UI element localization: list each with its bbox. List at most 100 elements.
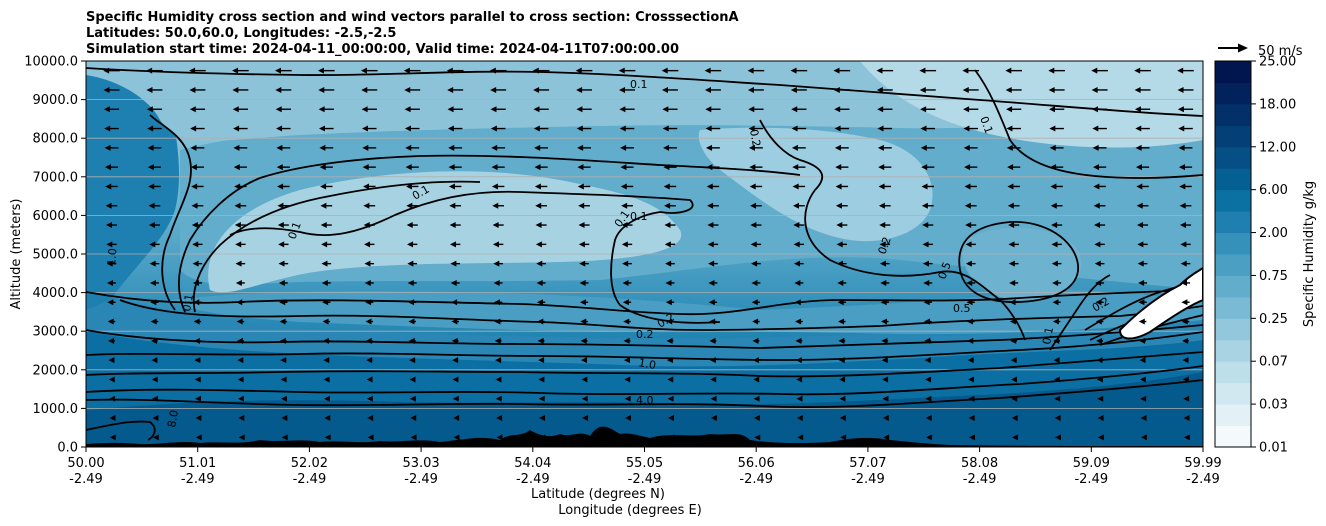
colorbar-segment: [1215, 103, 1251, 126]
y-tick-label: 2000.0: [33, 363, 79, 378]
wind-vector: [453, 415, 460, 422]
wind-vector: [748, 125, 764, 132]
wind-vector: [1183, 434, 1190, 441]
x-tick-label-latitude: 57.07: [849, 456, 886, 471]
wind-vector: [1178, 164, 1193, 171]
colorbar: 0.01 0.03 0.07 0.25 0.75 2.00 6.00 12.00 18.00 25…: [1215, 55, 1296, 456]
y-tick-label: 0.0: [57, 441, 78, 456]
wind-vector: [409, 395, 416, 402]
wind-vector: [581, 395, 588, 402]
wind-vector: [963, 106, 979, 113]
wind-vector: [1179, 222, 1192, 229]
wind-vector: [105, 202, 118, 209]
wind-vector: [1135, 164, 1150, 171]
wind-vector: [233, 125, 248, 132]
wind-vector: [104, 144, 119, 151]
wind-vector: [453, 434, 460, 441]
wind-vector: [408, 299, 417, 306]
colorbar-tick-label: 6.00: [1259, 183, 1288, 198]
wind-vector: [582, 415, 589, 422]
x-tick-label-latitude: 51.01: [179, 456, 216, 471]
wind-vector: [793, 222, 805, 229]
wind-vector: [1137, 241, 1148, 248]
wind-vector: [1134, 86, 1151, 93]
wind-vector: [321, 260, 332, 267]
wind-vector: [535, 222, 547, 229]
colorbar-tick-label: 18.00: [1259, 97, 1296, 112]
wind-vector: [794, 279, 804, 286]
colorbar-segment: [1215, 82, 1251, 105]
wind-reference-label: 50 m/s: [1258, 44, 1303, 59]
wind-vector: [232, 106, 248, 113]
wind-vector: [704, 67, 722, 74]
y-tick-label: 3000.0: [33, 325, 79, 340]
wind-vector: [753, 415, 760, 422]
wind-vector: [189, 86, 206, 93]
wind-vector: [490, 106, 506, 113]
contour-label: 1.0: [637, 356, 656, 372]
wind-vector: [878, 164, 892, 171]
colorbar-segment: [1215, 404, 1251, 427]
wind-vector: [836, 222, 848, 229]
wind-vector: [364, 241, 375, 248]
wind-vector: [620, 183, 634, 190]
wind-vector: [493, 279, 503, 286]
colorbar-segment: [1215, 189, 1251, 212]
colorbar-tick-label: 0.25: [1259, 312, 1288, 327]
wind-vector: [1135, 125, 1150, 132]
contour-line: [86, 420, 156, 441]
wind-vector: [582, 434, 589, 441]
wind-vector: [107, 318, 116, 325]
wind-vector: [105, 222, 118, 229]
wind-vector: [665, 279, 675, 286]
wind-vector: [878, 202, 891, 209]
wind-vector: [146, 106, 163, 113]
colorbar-segment: [1215, 339, 1251, 362]
wind-vector: [109, 395, 116, 402]
contour-line: [86, 331, 1203, 361]
wind-vector: [533, 86, 550, 93]
wind-vector: [922, 241, 933, 248]
wind-vector: [667, 395, 674, 402]
wind-vector: [1053, 376, 1060, 383]
wind-vector: [277, 202, 290, 209]
wind-vector: [1134, 67, 1151, 74]
colorbar-segment: [1215, 318, 1251, 341]
wind-vector: [236, 299, 245, 306]
wind-vector: [580, 318, 588, 325]
wind-vector: [835, 202, 848, 209]
wind-vector: [796, 376, 803, 383]
y-tick-label: 9000.0: [33, 93, 79, 108]
contour-line: [86, 365, 1203, 396]
wind-vector: [495, 376, 502, 383]
wind-vector: [920, 125, 936, 132]
wind-vector: [236, 318, 245, 325]
wind-vector: [536, 279, 546, 286]
wind-vector: [879, 222, 891, 229]
contour-label: 1.0: [105, 248, 119, 267]
wind-vector: [103, 67, 120, 74]
wind-vector: [747, 86, 764, 93]
wind-vector: [662, 125, 678, 132]
wind-vector: [1179, 183, 1192, 190]
wind-vector: [1182, 357, 1189, 364]
wind-vector: [921, 202, 934, 209]
wind-vector: [1092, 125, 1107, 132]
contour-line: [149, 114, 192, 311]
wind-vector: [147, 144, 162, 151]
wind-vector: [1050, 164, 1064, 171]
wind-vector: [747, 67, 765, 74]
wind-vector: [839, 376, 846, 383]
wind-vector: [879, 260, 890, 267]
wind-vector: [536, 260, 546, 267]
colorbar-tick-label: 0.07: [1259, 355, 1288, 370]
wind-vector: [576, 106, 592, 113]
wind-vector: [147, 164, 162, 171]
wind-vector: [1048, 67, 1065, 74]
wind-vector: [279, 337, 287, 344]
wind-vector: [367, 434, 374, 441]
wind-vector: [923, 318, 932, 325]
wind-vector: [151, 357, 158, 364]
wind-vector: [1138, 299, 1147, 306]
wind-vector: [923, 299, 932, 306]
